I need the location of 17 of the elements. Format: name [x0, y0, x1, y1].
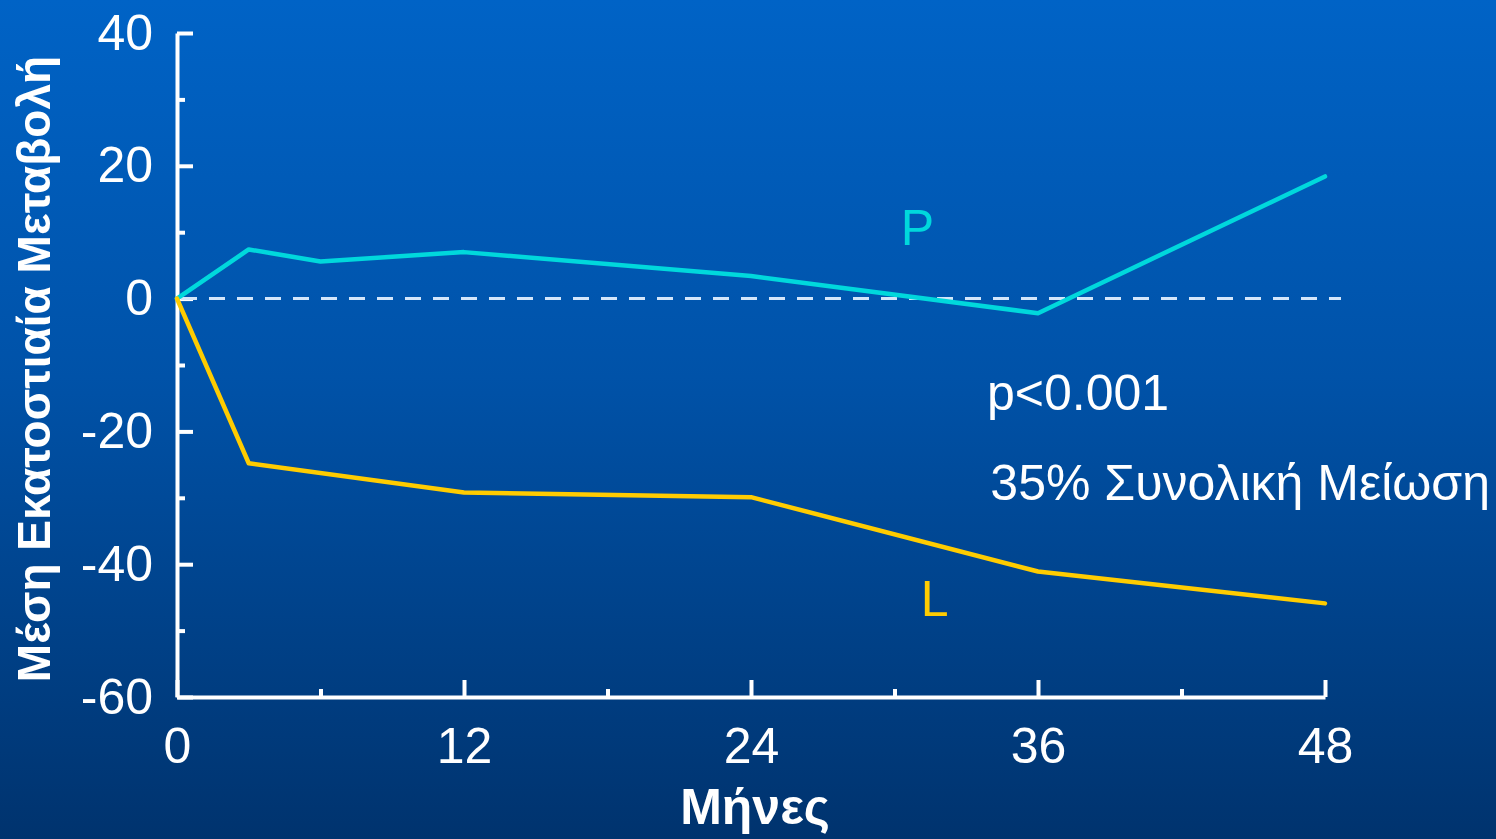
y-tick-label: -20	[80, 402, 153, 459]
x-tick-label: 24	[723, 717, 780, 774]
y-tick-label: 0	[125, 270, 153, 327]
x-tick-label: 12	[436, 717, 493, 774]
x-tick-label: 48	[1297, 717, 1354, 774]
y-tick-label: 20	[97, 137, 153, 194]
x-axis-title: Μήνες	[680, 779, 830, 835]
y-axis-title: Μέση Εκατοστιαία Μεταβολή	[8, 55, 60, 683]
x-tick-label: 36	[1010, 717, 1067, 774]
y-tick-label: -40	[80, 535, 153, 592]
y-tick-label: -60	[80, 668, 153, 725]
y-tick-label: 40	[97, 4, 153, 61]
annotation: p<0.001	[987, 365, 1170, 421]
x-tick-label: 0	[163, 717, 192, 774]
series-label: P	[900, 199, 935, 256]
series-label: L	[920, 570, 949, 627]
annotation: 35% Συνολική Μείωση	[990, 455, 1490, 511]
